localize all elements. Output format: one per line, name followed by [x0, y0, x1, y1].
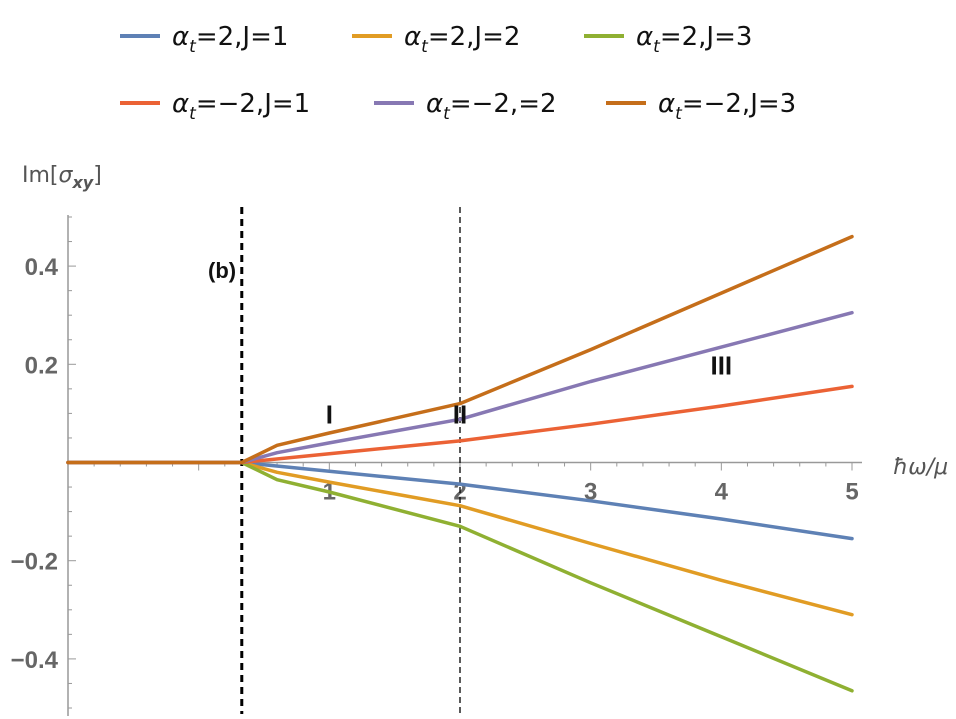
legend-item: αt=2,J=3 — [584, 22, 752, 57]
legend-item: αt=−2,J=1 — [120, 89, 310, 124]
series-line — [66, 234, 854, 465]
legend-item: αt=2,J=1 — [120, 22, 288, 57]
legend-label: αt=2,J=2 — [404, 22, 520, 57]
legend-label: αt=−2,J=1 — [172, 89, 310, 124]
x-tick-label: 4 — [715, 479, 729, 506]
y-tick-label: −0.2 — [11, 549, 58, 576]
legend-item: αt=2,J=2 — [352, 22, 520, 57]
legend-label: αt=−2,J=3 — [658, 89, 796, 124]
legend: αt=2,J=1 αt=2,J=2 αt=2,J=3 αt=−2,J=1 αt=−2,=… — [120, 22, 796, 124]
panel-label: (b) — [208, 258, 236, 283]
region-label: I — [326, 399, 333, 429]
legend-label: αt=2,J=1 — [172, 22, 288, 57]
y-tick-label: −0.4 — [11, 647, 59, 674]
y-tick-label: 0.2 — [25, 352, 58, 379]
vertical-reference-lines — [240, 207, 461, 714]
series-group — [66, 234, 854, 693]
y-axis-label: Im[σxy] — [22, 163, 102, 192]
legend-item: αt=−2,=2 — [374, 89, 557, 124]
legend-label: αt=−2,=2 — [426, 89, 557, 124]
x-tick-label: 5 — [845, 479, 858, 506]
region-label: II — [453, 399, 467, 429]
x-axis-label: ħω/μ — [893, 455, 948, 480]
series-line — [66, 460, 854, 693]
region-label: III — [710, 350, 732, 380]
legend-item: αt=−2,J=3 — [606, 89, 796, 124]
y-tick-label: 0.4 — [25, 254, 59, 281]
legend-label: αt=2,J=3 — [636, 22, 752, 57]
